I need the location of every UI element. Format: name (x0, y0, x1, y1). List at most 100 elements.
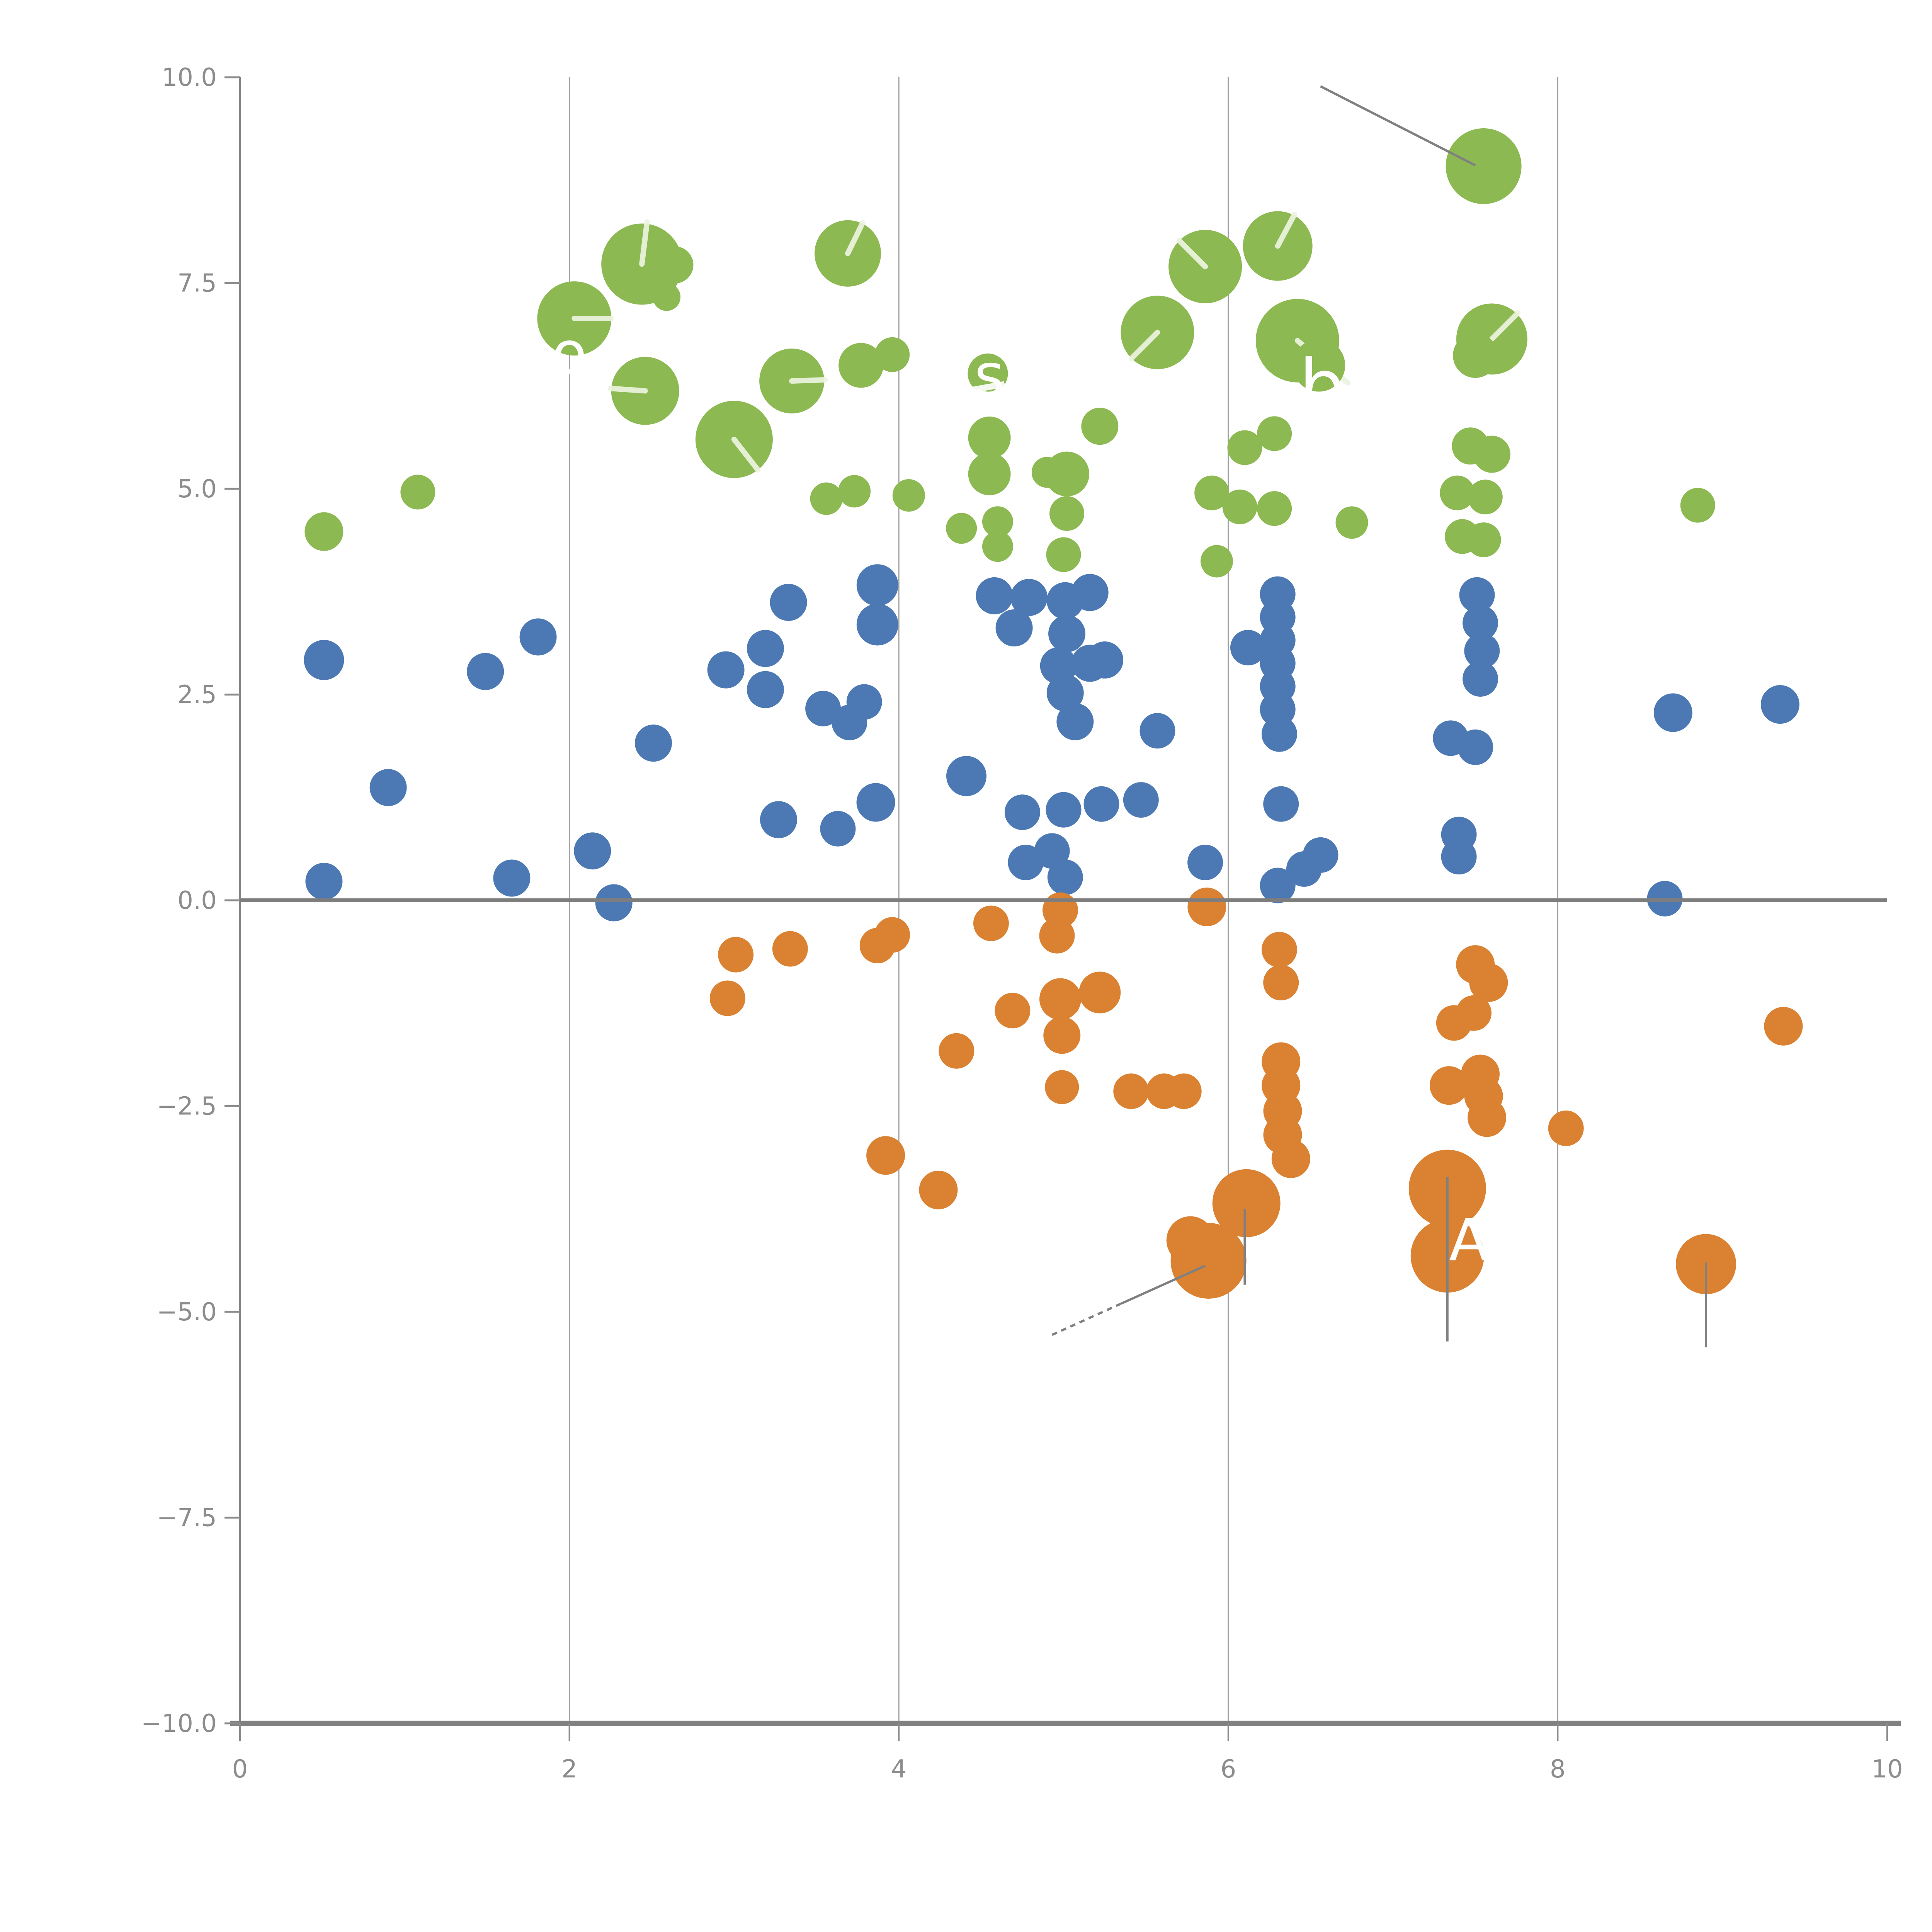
scatter-point-blue (805, 690, 841, 726)
white-streak (937, 381, 1005, 399)
scatter-point-blue (1048, 615, 1086, 652)
bubble-radius-tick (1489, 310, 1521, 342)
scatter-point-blue (1047, 859, 1083, 895)
scatter-point-blue (467, 653, 504, 690)
bubble-radius-tick (1176, 238, 1208, 269)
scatter-point-blue (707, 651, 745, 689)
scatter-point-orange (995, 993, 1031, 1029)
scatter-point-green (1440, 475, 1475, 510)
scatter-point-orange (866, 1136, 905, 1175)
scatter-point-blue (519, 618, 557, 656)
scatter-point-orange (1468, 1098, 1507, 1137)
scatter-point-green (1257, 491, 1292, 526)
scatter-point-blue (946, 756, 986, 796)
scatter-point-blue (574, 832, 611, 870)
scatter-point-green (838, 343, 884, 388)
scatter-point-green (1453, 333, 1498, 378)
scatter-point-orange (1166, 1216, 1214, 1264)
annotation-letter: o (552, 320, 587, 387)
scatter-point-green (400, 474, 435, 510)
x-tick-label: 6 (1220, 1755, 1236, 1784)
scatter-point-blue (1046, 792, 1082, 828)
scatter-point-blue (747, 630, 784, 667)
y-tick-label: 2.5 (177, 681, 217, 709)
scatter-point-blue (1004, 794, 1040, 830)
scatter-point-blue (1139, 713, 1175, 749)
scatter-point-blue (1083, 786, 1119, 822)
scatter-point-green (1081, 408, 1119, 445)
bubble-radius-tick (607, 386, 648, 394)
x-tick-label: 8 (1550, 1755, 1566, 1784)
y-tick-label: 5.0 (177, 475, 217, 503)
scatter-point-green (968, 416, 1011, 459)
scatter-point-green (810, 482, 843, 515)
scatter-point-blue (1010, 579, 1048, 616)
scatter-point-orange (919, 1170, 958, 1209)
scatter-point-blue (1303, 837, 1338, 873)
scatter-point-orange (1166, 1073, 1202, 1109)
scatter-point-green (1200, 545, 1233, 578)
scatter-point-green (1680, 488, 1715, 523)
scatter-point-green (304, 512, 344, 551)
bubble-radius-tick (1275, 212, 1297, 249)
scatter-point-green (1044, 451, 1090, 497)
scatter-point-green (1046, 537, 1081, 572)
scatter-point-blue (1441, 839, 1477, 875)
y-tick-label: −5.0 (157, 1298, 217, 1327)
annotation-letter: b (1299, 344, 1345, 429)
scatter-point-blue (1046, 674, 1084, 712)
scatter-point-blue (747, 671, 784, 708)
scatter-point-orange (718, 937, 754, 973)
scatter-point-orange (973, 905, 1009, 941)
scatter-point-blue (635, 724, 672, 762)
scatter-point-blue (1760, 685, 1799, 724)
scatter-point-blue (1463, 661, 1498, 697)
scatter-point-orange (1039, 978, 1081, 1020)
scatter-point-blue (1261, 716, 1297, 752)
scatter-point-orange (1263, 965, 1299, 1000)
scatter-point-green (1227, 430, 1262, 465)
scatter-point-green (1335, 506, 1368, 539)
bubble-radius-tick (731, 437, 761, 473)
scatter-point-blue (1260, 867, 1296, 903)
bubble-radius-tick (639, 219, 650, 267)
scatter-point-blue (856, 783, 895, 822)
scatter-point-green (946, 513, 977, 544)
annotation-letter: A (1449, 1207, 1489, 1274)
scatter-point-blue (856, 604, 898, 646)
scatter-point-orange (1079, 971, 1121, 1014)
scatter-point-orange (1764, 1007, 1803, 1046)
scatter-point-orange (1548, 1111, 1584, 1146)
scatter-point-green (653, 283, 681, 311)
y-tick-label: 7.5 (177, 269, 217, 298)
y-tick-label: −7.5 (157, 1504, 217, 1532)
scatter-point-green (1446, 128, 1522, 204)
scatter-point-orange (1469, 963, 1508, 1002)
x-tick-label: 4 (891, 1755, 907, 1784)
scatter-point-blue (1459, 577, 1495, 613)
annotation-letter: s (975, 342, 1005, 409)
y-tick-label: 0.0 (177, 886, 217, 915)
scatter-point-blue (995, 609, 1033, 646)
scatter-point-blue (760, 801, 798, 838)
scatter-point-blue (1187, 845, 1223, 881)
scatter-point-green (1466, 522, 1501, 558)
scatter-point-green (1222, 489, 1257, 524)
scatter-point-green (1049, 496, 1085, 531)
scatter-point-green (982, 506, 1013, 537)
scatter-point-blue (820, 811, 856, 847)
scatter-point-green (1468, 480, 1503, 515)
annotation-line (1320, 85, 1476, 167)
scatter-point-blue (1123, 782, 1159, 818)
y-tick-label: −10.0 (141, 1709, 217, 1738)
scatter-point-orange (1045, 1070, 1079, 1104)
annotation-line (1051, 1302, 1122, 1336)
scatter-point-blue (493, 859, 531, 897)
scatter-point-orange (1187, 888, 1226, 927)
scatter-point-blue (1263, 786, 1299, 822)
scatter-point-blue (1034, 833, 1070, 869)
x-tick-label: 2 (561, 1755, 577, 1784)
scatter-point-green (1293, 339, 1345, 392)
